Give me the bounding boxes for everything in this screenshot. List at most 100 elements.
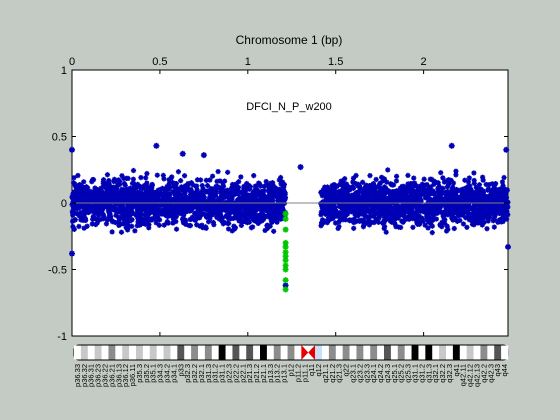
band-label: q25.3 bbox=[404, 364, 413, 383]
data-point bbox=[220, 221, 226, 227]
data-point bbox=[248, 225, 254, 231]
data-point bbox=[393, 178, 400, 184]
data-point bbox=[276, 186, 282, 192]
data-point bbox=[215, 168, 221, 175]
data-point bbox=[73, 185, 79, 191]
band-label: q24.1 bbox=[369, 364, 378, 383]
data-point bbox=[384, 188, 390, 194]
data-point bbox=[224, 193, 230, 199]
data-point bbox=[489, 194, 495, 200]
band-label: p34.3 bbox=[156, 364, 165, 383]
data-point bbox=[491, 201, 497, 207]
band-label: p22.2 bbox=[231, 364, 240, 383]
data-point bbox=[444, 223, 450, 229]
band-label: q24.3 bbox=[383, 364, 392, 383]
data-point bbox=[178, 192, 184, 198]
data-point bbox=[320, 199, 326, 205]
data-point bbox=[356, 204, 362, 210]
data-point bbox=[119, 173, 125, 179]
data-point bbox=[176, 188, 183, 194]
data-point bbox=[149, 182, 155, 188]
data-point bbox=[357, 184, 363, 190]
data-point bbox=[378, 185, 384, 192]
data-point bbox=[133, 212, 139, 219]
data-point bbox=[464, 196, 470, 202]
data-point bbox=[360, 206, 366, 212]
data-point bbox=[232, 183, 239, 189]
band-label: q23.1 bbox=[349, 364, 358, 383]
data-point bbox=[120, 190, 126, 196]
data-point bbox=[379, 205, 386, 211]
data-point bbox=[421, 185, 427, 191]
data-point bbox=[393, 173, 400, 179]
data-point bbox=[95, 212, 102, 218]
data-point bbox=[100, 180, 106, 187]
data-point bbox=[199, 192, 206, 198]
data-point bbox=[495, 219, 501, 225]
data-point bbox=[423, 192, 429, 199]
data-point bbox=[167, 196, 173, 202]
data-point bbox=[342, 199, 348, 206]
data-point bbox=[159, 210, 166, 216]
data-point bbox=[431, 212, 437, 218]
chart-title: Chromosome 1 (bp) bbox=[236, 33, 343, 47]
chromosome-band bbox=[191, 345, 199, 360]
data-point bbox=[107, 207, 113, 214]
data-point bbox=[376, 215, 382, 221]
data-point bbox=[450, 195, 456, 201]
chromosome-band bbox=[287, 345, 295, 360]
data-point bbox=[167, 205, 173, 211]
data-point bbox=[415, 186, 421, 192]
data-point bbox=[358, 218, 364, 224]
data-point bbox=[363, 214, 369, 220]
data-point bbox=[131, 184, 137, 190]
data-point bbox=[161, 176, 167, 182]
chromosome-band bbox=[459, 345, 467, 360]
data-point bbox=[463, 199, 469, 206]
data-point bbox=[416, 183, 423, 190]
data-point bbox=[218, 188, 224, 194]
data-point bbox=[408, 180, 414, 187]
data-point bbox=[173, 214, 179, 220]
data-point bbox=[477, 188, 483, 194]
chromosome-band bbox=[280, 345, 288, 360]
data-point bbox=[452, 215, 458, 221]
data-point bbox=[336, 192, 342, 199]
data-point bbox=[257, 183, 264, 189]
data-point bbox=[282, 194, 289, 201]
data-point bbox=[461, 199, 468, 205]
band-label: p22.1 bbox=[238, 364, 247, 383]
data-point bbox=[405, 172, 411, 179]
data-point bbox=[381, 219, 387, 225]
data-point bbox=[426, 199, 433, 205]
data-point bbox=[242, 212, 248, 218]
data-point bbox=[221, 206, 227, 212]
data-point bbox=[271, 192, 277, 198]
data-point bbox=[159, 185, 165, 191]
data-point bbox=[493, 203, 499, 210]
data-point bbox=[192, 191, 198, 197]
data-point bbox=[462, 205, 469, 212]
data-point bbox=[83, 210, 89, 216]
data-point bbox=[426, 184, 433, 191]
data-point bbox=[186, 222, 192, 229]
band-label: p36.33 bbox=[73, 364, 82, 387]
data-point bbox=[223, 213, 229, 219]
data-point bbox=[180, 196, 187, 203]
chromosome-band bbox=[218, 345, 226, 360]
highlighted-point bbox=[282, 239, 289, 246]
data-point bbox=[82, 217, 89, 224]
data-point bbox=[340, 217, 346, 223]
data-point bbox=[466, 175, 472, 181]
data-point bbox=[279, 204, 286, 210]
data-point bbox=[225, 215, 231, 221]
band-label: p36.31 bbox=[87, 364, 96, 387]
data-point bbox=[113, 207, 119, 213]
data-point bbox=[122, 192, 129, 198]
x-tick-label: 0.5 bbox=[152, 56, 167, 68]
data-point bbox=[268, 215, 274, 221]
data-point bbox=[464, 224, 470, 230]
data-point bbox=[266, 192, 273, 199]
band-label: p32.2 bbox=[190, 364, 199, 383]
data-point bbox=[76, 184, 82, 191]
